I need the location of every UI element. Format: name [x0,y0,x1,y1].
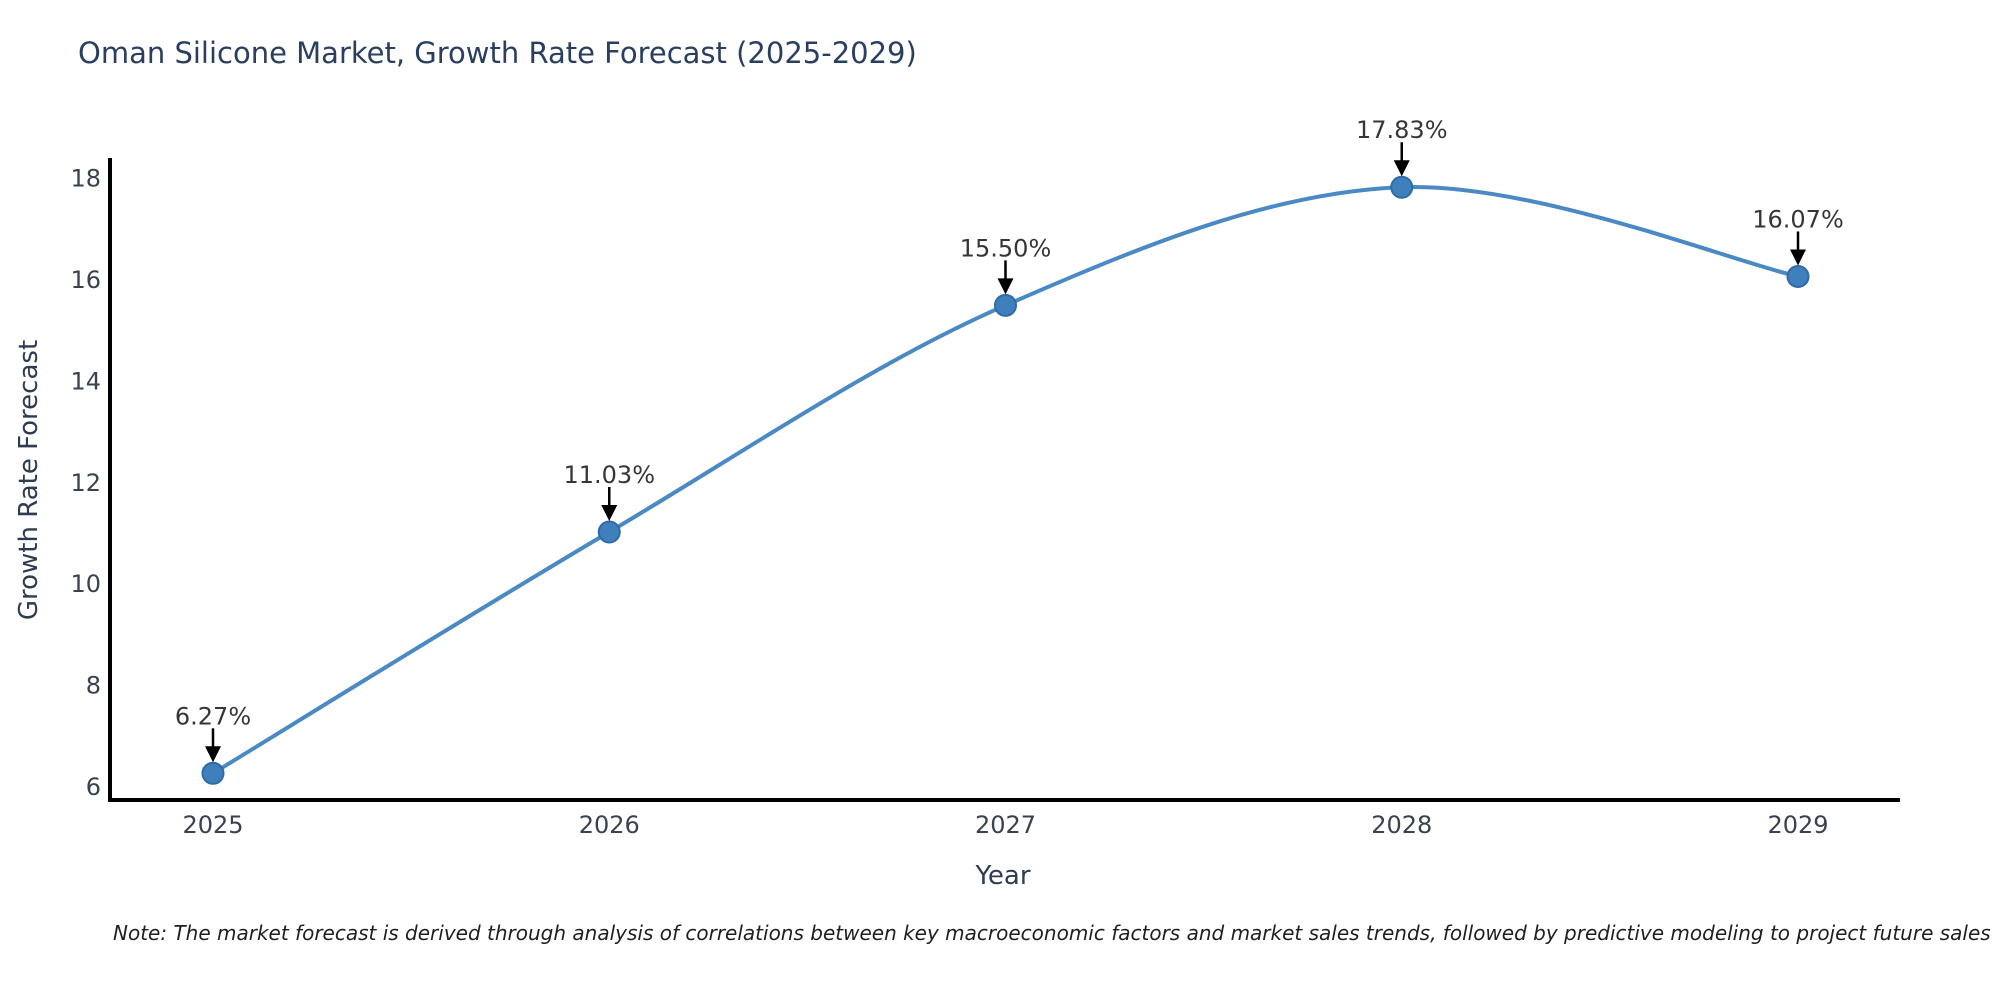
annotation-arrow-head [205,746,221,763]
annotation-arrow-head [1393,160,1410,177]
y-tick-label: 18 [70,165,101,193]
x-tick-label: 2028 [1371,811,1432,839]
x-tick-label: 2027 [975,811,1036,839]
data-point-marker [597,520,621,544]
point-annotation-label: 15.50% [960,234,1052,262]
data-point-marker [994,293,1017,317]
y-tick-label: 8 [86,672,101,700]
annotation-arrow-head [997,278,1014,295]
point-annotation-label: 6.27% [175,702,251,730]
point-annotation-label: 17.83% [1356,116,1448,144]
x-axis-title: Year [975,861,1031,891]
data-point-marker [201,761,225,785]
chart-title: Oman Silicone Market, Growth Rate Foreca… [78,36,917,70]
y-tick-label: 12 [70,469,101,497]
annotation-arrow-head [1790,249,1806,266]
annotation-arrow-head [601,504,618,521]
x-tick-label: 2025 [182,811,243,839]
y-tick-label: 16 [70,266,101,294]
data-point-marker [1786,264,1810,288]
point-annotation-label: 16.07% [1752,205,1844,233]
y-tick-label: 10 [70,570,101,598]
y-tick-label: 14 [70,367,101,395]
y-tick-label: 6 [86,773,101,801]
x-tick-label: 2029 [1767,811,1828,839]
point-annotation-label: 11.03% [563,461,655,489]
data-point-marker [1390,175,1414,199]
footnote: Note: The market forecast is derived thr… [113,921,1991,945]
x-tick-label: 2026 [579,811,640,839]
